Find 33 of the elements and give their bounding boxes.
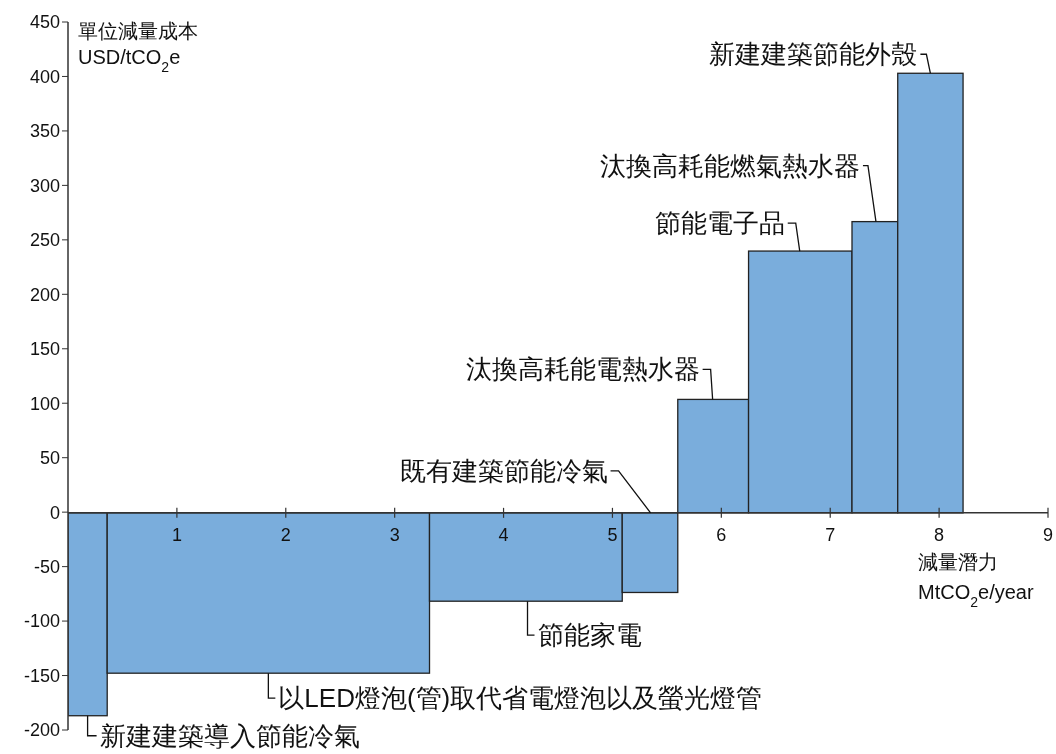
y-tick-label: 200 (29, 284, 60, 305)
y-tick-label: 250 (29, 230, 60, 251)
annotation: 以LED燈泡(管)取代省電燈泡以及螢光燈管 (278, 683, 763, 714)
y-tick-label: 100 (29, 393, 60, 414)
y-tick-label: 50 (39, 448, 60, 469)
y-tick-label: -50 (33, 557, 60, 578)
x-tick-label: 8 (934, 524, 945, 545)
y-tick-label: 400 (29, 66, 60, 87)
y-tick-label: 300 (29, 175, 60, 196)
x-tick-label: 6 (716, 524, 727, 545)
x-tick-label: 3 (389, 524, 400, 545)
x-tick-label: 5 (607, 524, 618, 545)
y-tick-label: -200 (23, 720, 60, 741)
annotation: 節能電子品 (654, 208, 785, 239)
x-tick-label: 2 (280, 524, 291, 545)
y-tick-label: -150 (23, 665, 60, 686)
annotation: 新建建築節能外殼 (709, 39, 918, 70)
x-tick-label: 9 (1042, 524, 1054, 545)
y-tick-label: -100 (23, 611, 60, 632)
x-tick-label: 1 (171, 524, 182, 545)
annotation: 節能家電 (537, 620, 642, 651)
x-tick-label: 4 (498, 524, 509, 545)
x-tick-label: 7 (825, 524, 836, 545)
y-tick-label: 350 (29, 121, 60, 142)
y-tick-label: 150 (29, 339, 60, 360)
annotation: 新建建築導入節能冷氣 (99, 720, 360, 751)
y-tick-label: 0 (49, 502, 60, 523)
y-axis-title: 單位減量成本 USD/tCO$_{2}$e (78, 20, 198, 75)
annotation: 既有建築節能冷氣 (399, 455, 608, 486)
annotation: 汰換高耗能燃氣熱水器 (599, 150, 860, 181)
y-tick-label: 450 (29, 12, 60, 33)
x-axis-title: 減量潛力 MtCO$_{2}$e/year (918, 550, 1034, 610)
annotation: 汰換高耗能電熱水器 (465, 354, 700, 385)
